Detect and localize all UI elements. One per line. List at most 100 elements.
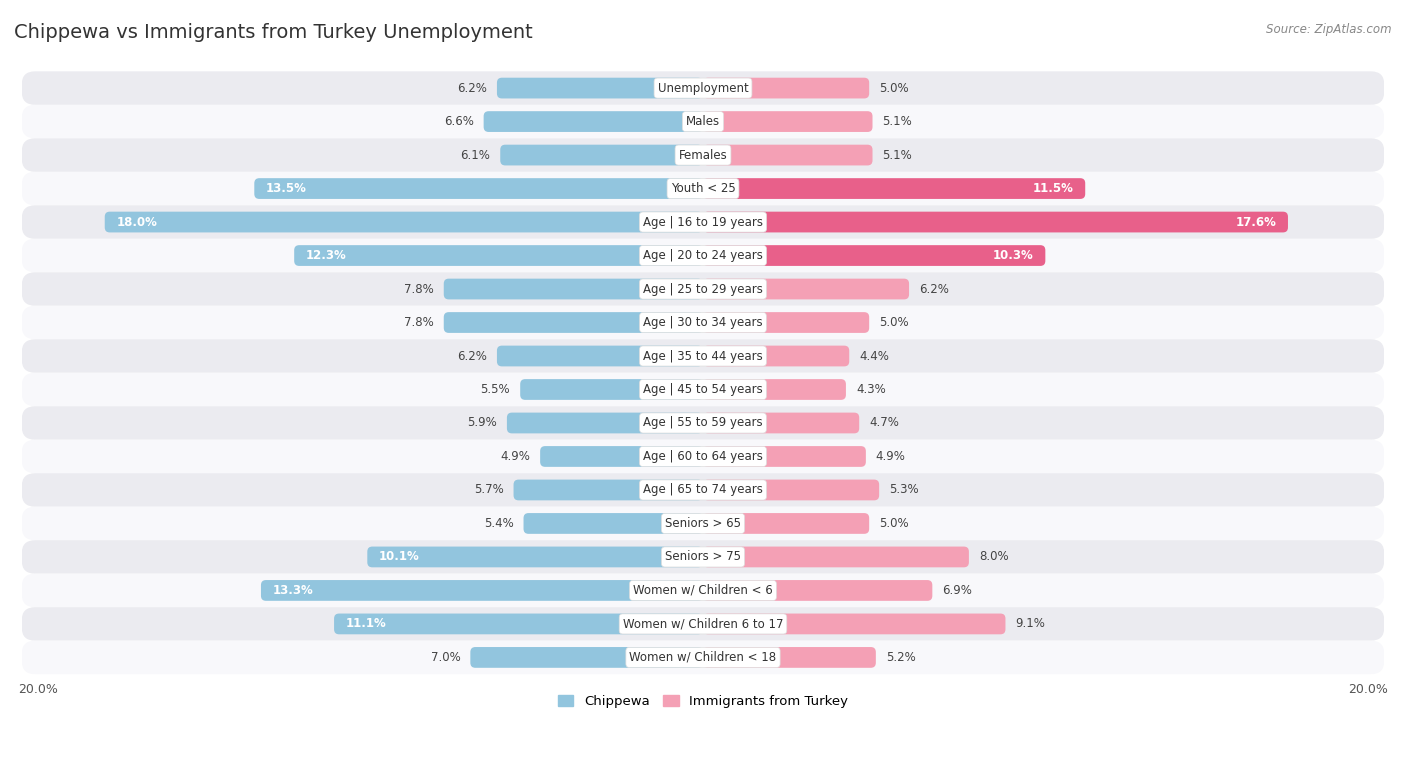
Text: Age | 20 to 24 years: Age | 20 to 24 years	[643, 249, 763, 262]
FancyBboxPatch shape	[703, 178, 1085, 199]
Text: 6.2%: 6.2%	[457, 350, 486, 363]
Text: Age | 55 to 59 years: Age | 55 to 59 years	[643, 416, 763, 429]
Text: Women w/ Children 6 to 17: Women w/ Children 6 to 17	[623, 618, 783, 631]
Text: 18.0%: 18.0%	[117, 216, 157, 229]
Text: Youth < 25: Youth < 25	[671, 182, 735, 195]
FancyBboxPatch shape	[703, 279, 910, 300]
FancyBboxPatch shape	[703, 480, 879, 500]
FancyBboxPatch shape	[104, 212, 703, 232]
FancyBboxPatch shape	[444, 312, 703, 333]
Text: 7.0%: 7.0%	[430, 651, 460, 664]
Text: 5.7%: 5.7%	[474, 484, 503, 497]
Text: 17.6%: 17.6%	[1236, 216, 1277, 229]
FancyBboxPatch shape	[21, 172, 1385, 205]
FancyBboxPatch shape	[496, 346, 703, 366]
FancyBboxPatch shape	[703, 647, 876, 668]
Text: 7.8%: 7.8%	[404, 282, 434, 295]
FancyBboxPatch shape	[496, 78, 703, 98]
Text: 6.9%: 6.9%	[942, 584, 972, 597]
Text: 10.3%: 10.3%	[993, 249, 1033, 262]
Text: 6.2%: 6.2%	[457, 82, 486, 95]
FancyBboxPatch shape	[21, 407, 1385, 440]
FancyBboxPatch shape	[703, 212, 1288, 232]
FancyBboxPatch shape	[367, 547, 703, 567]
FancyBboxPatch shape	[501, 145, 703, 166]
FancyBboxPatch shape	[21, 339, 1385, 372]
Text: Age | 65 to 74 years: Age | 65 to 74 years	[643, 484, 763, 497]
Text: Chippewa vs Immigrants from Turkey Unemployment: Chippewa vs Immigrants from Turkey Unemp…	[14, 23, 533, 42]
FancyBboxPatch shape	[21, 540, 1385, 574]
FancyBboxPatch shape	[335, 613, 703, 634]
Text: 4.4%: 4.4%	[859, 350, 889, 363]
FancyBboxPatch shape	[703, 379, 846, 400]
FancyBboxPatch shape	[21, 104, 1385, 139]
Text: Age | 16 to 19 years: Age | 16 to 19 years	[643, 216, 763, 229]
FancyBboxPatch shape	[703, 145, 873, 166]
FancyBboxPatch shape	[21, 506, 1385, 540]
FancyBboxPatch shape	[21, 372, 1385, 407]
FancyBboxPatch shape	[703, 413, 859, 433]
FancyBboxPatch shape	[444, 279, 703, 300]
FancyBboxPatch shape	[540, 446, 703, 467]
FancyBboxPatch shape	[21, 306, 1385, 339]
Text: 6.1%: 6.1%	[460, 148, 491, 161]
FancyBboxPatch shape	[703, 580, 932, 601]
Text: 9.1%: 9.1%	[1015, 618, 1045, 631]
FancyBboxPatch shape	[523, 513, 703, 534]
FancyBboxPatch shape	[471, 647, 703, 668]
FancyBboxPatch shape	[520, 379, 703, 400]
Text: Women w/ Children < 18: Women w/ Children < 18	[630, 651, 776, 664]
Text: Females: Females	[679, 148, 727, 161]
Text: Source: ZipAtlas.com: Source: ZipAtlas.com	[1267, 23, 1392, 36]
Text: 6.6%: 6.6%	[444, 115, 474, 128]
FancyBboxPatch shape	[513, 480, 703, 500]
Text: 5.2%: 5.2%	[886, 651, 915, 664]
Legend: Chippewa, Immigrants from Turkey: Chippewa, Immigrants from Turkey	[553, 690, 853, 714]
Text: 5.4%: 5.4%	[484, 517, 513, 530]
Text: 5.1%: 5.1%	[883, 115, 912, 128]
FancyBboxPatch shape	[21, 574, 1385, 607]
FancyBboxPatch shape	[21, 205, 1385, 238]
Text: 5.0%: 5.0%	[879, 517, 908, 530]
Text: 5.5%: 5.5%	[481, 383, 510, 396]
FancyBboxPatch shape	[703, 111, 873, 132]
FancyBboxPatch shape	[21, 273, 1385, 306]
FancyBboxPatch shape	[21, 238, 1385, 273]
FancyBboxPatch shape	[21, 440, 1385, 473]
FancyBboxPatch shape	[484, 111, 703, 132]
Text: Age | 45 to 54 years: Age | 45 to 54 years	[643, 383, 763, 396]
Text: 12.3%: 12.3%	[307, 249, 346, 262]
FancyBboxPatch shape	[254, 178, 703, 199]
Text: Age | 60 to 64 years: Age | 60 to 64 years	[643, 450, 763, 463]
Text: 5.9%: 5.9%	[467, 416, 496, 429]
FancyBboxPatch shape	[703, 547, 969, 567]
FancyBboxPatch shape	[508, 413, 703, 433]
FancyBboxPatch shape	[703, 346, 849, 366]
FancyBboxPatch shape	[703, 513, 869, 534]
Text: 5.0%: 5.0%	[879, 82, 908, 95]
Text: Age | 35 to 44 years: Age | 35 to 44 years	[643, 350, 763, 363]
Text: 4.3%: 4.3%	[856, 383, 886, 396]
FancyBboxPatch shape	[294, 245, 703, 266]
Text: 13.3%: 13.3%	[273, 584, 314, 597]
Text: Seniors > 65: Seniors > 65	[665, 517, 741, 530]
Text: 4.7%: 4.7%	[869, 416, 898, 429]
Text: Unemployment: Unemployment	[658, 82, 748, 95]
Text: 11.5%: 11.5%	[1033, 182, 1074, 195]
FancyBboxPatch shape	[21, 139, 1385, 172]
Text: Age | 30 to 34 years: Age | 30 to 34 years	[643, 316, 763, 329]
FancyBboxPatch shape	[703, 245, 1045, 266]
Text: 5.0%: 5.0%	[879, 316, 908, 329]
FancyBboxPatch shape	[21, 71, 1385, 104]
Text: 11.1%: 11.1%	[346, 618, 387, 631]
FancyBboxPatch shape	[21, 607, 1385, 640]
Text: Seniors > 75: Seniors > 75	[665, 550, 741, 563]
FancyBboxPatch shape	[262, 580, 703, 601]
Text: Women w/ Children < 6: Women w/ Children < 6	[633, 584, 773, 597]
FancyBboxPatch shape	[21, 640, 1385, 674]
Text: Age | 25 to 29 years: Age | 25 to 29 years	[643, 282, 763, 295]
Text: 13.5%: 13.5%	[266, 182, 307, 195]
Text: 10.1%: 10.1%	[380, 550, 420, 563]
Text: 7.8%: 7.8%	[404, 316, 434, 329]
FancyBboxPatch shape	[703, 446, 866, 467]
